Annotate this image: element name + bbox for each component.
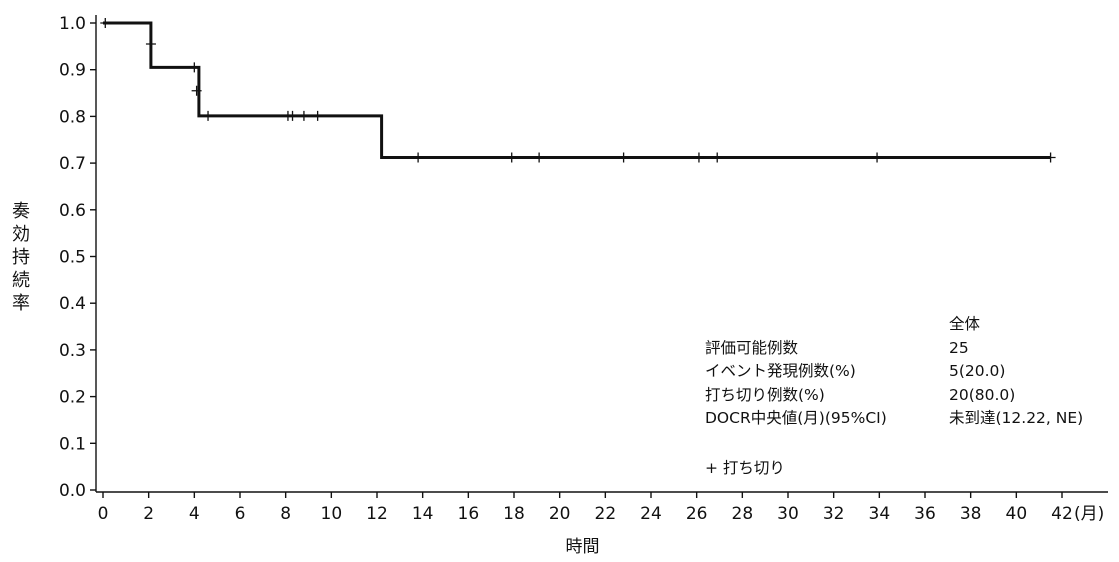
- x-tick-label: 6: [235, 504, 246, 524]
- y-tick-label: 0.3: [59, 341, 86, 361]
- y-tick-label: 0.1: [59, 434, 86, 454]
- legend-row-label: DOCR中央値(月)(95%CI): [705, 409, 887, 427]
- x-tick-label: 26: [686, 504, 708, 524]
- x-tick-label: 24: [640, 504, 662, 524]
- censor-mark: [189, 62, 200, 73]
- legend-row-value: 未到達(12.22, NE): [949, 409, 1084, 427]
- y-tick-label: 0.5: [59, 248, 86, 268]
- censor-mark: [872, 152, 883, 163]
- x-tick-label: 0: [98, 504, 109, 524]
- x-tick-label: 42: [1051, 504, 1073, 524]
- legend-row: 打ち切り例数(%) 20(80.0): [705, 384, 1083, 408]
- legend-row-label: 打ち切り例数(%): [705, 385, 825, 404]
- x-tick-label: 12: [366, 504, 388, 524]
- censor-mark: [145, 39, 156, 50]
- y-tick-label: 0.9: [59, 61, 86, 81]
- censor-mark: [203, 110, 214, 121]
- censor-mark: [312, 110, 323, 121]
- censor-marks: [100, 18, 1056, 163]
- legend-row-value: 25: [949, 338, 969, 357]
- x-tick-label: 38: [960, 504, 982, 524]
- y-tick-label: 0.6: [59, 201, 86, 221]
- y-tick-label: 0.4: [59, 294, 86, 314]
- x-tick-label: 18: [503, 504, 525, 524]
- axes: [95, 15, 1108, 493]
- censor-mark: [693, 152, 704, 163]
- x-tick-label: 22: [595, 504, 617, 524]
- censor-mark: [618, 152, 629, 163]
- x-tick-label: 34: [869, 504, 891, 524]
- censor-mark: [287, 110, 298, 121]
- censor-mark: [100, 18, 111, 28]
- y-tick-label: 0.0: [59, 481, 86, 501]
- x-tick-label: 14: [412, 504, 434, 524]
- x-tick-label: 30: [777, 504, 799, 524]
- censor-mark: [298, 110, 309, 121]
- y-axis-label: 奏効持続率: [12, 201, 30, 314]
- censor-mark: [534, 152, 545, 163]
- legend-table: 全体 評価可能例数 25 イベント発現例数(%) 5(20.0) 打ち切り例数(…: [705, 313, 1083, 431]
- censor-mark: [712, 152, 723, 163]
- legend-header-row: 全体: [705, 313, 1083, 337]
- legend-row: イベント発現例数(%) 5(20.0): [705, 360, 1083, 384]
- censor-mark: [413, 152, 424, 163]
- legend-row-label: 評価可能例数: [705, 338, 799, 357]
- x-tick-label: 32: [823, 504, 845, 524]
- x-tick-label: 2: [143, 504, 154, 524]
- x-tick-label: 20: [549, 504, 571, 524]
- x-tick-label: 40: [1006, 504, 1028, 524]
- censor-note: + 打ち切り: [705, 459, 785, 477]
- legend-row: 評価可能例数 25: [705, 337, 1083, 361]
- x-tick-label: 4: [189, 504, 200, 524]
- y-tick-label: 1.0: [59, 14, 86, 34]
- y-tick-label: 0.8: [59, 107, 86, 127]
- ticks: 0.00.10.20.30.40.50.60.70.80.91.00 2 4 6 8 10…: [59, 14, 1073, 524]
- censor-mark: [1045, 152, 1056, 163]
- legend-row-label: イベント発現例数(%): [705, 362, 856, 380]
- y-tick-label: 0.2: [59, 388, 86, 408]
- km-survival-line: [103, 21, 1051, 159]
- legend-row-value: 20(80.0): [949, 385, 1016, 404]
- x-tick-label: 8: [280, 504, 291, 524]
- x-tick-label: 10: [321, 504, 343, 524]
- x-axis-label: 時間: [566, 537, 600, 557]
- censor-mark: [506, 152, 517, 163]
- x-tick-label: 16: [458, 504, 480, 524]
- x-axis-unit: (月): [1074, 504, 1104, 524]
- censor-mark: [191, 85, 202, 96]
- x-tick-label: 28: [732, 504, 754, 524]
- y-tick-label: 0.7: [59, 154, 86, 174]
- legend-row-value: 5(20.0): [949, 362, 1006, 380]
- legend-header: 全体: [949, 315, 981, 333]
- legend-row: DOCR中央値(月)(95%CI) 未到達(12.22, NE): [705, 407, 1083, 431]
- x-tick-label: 36: [914, 504, 936, 524]
